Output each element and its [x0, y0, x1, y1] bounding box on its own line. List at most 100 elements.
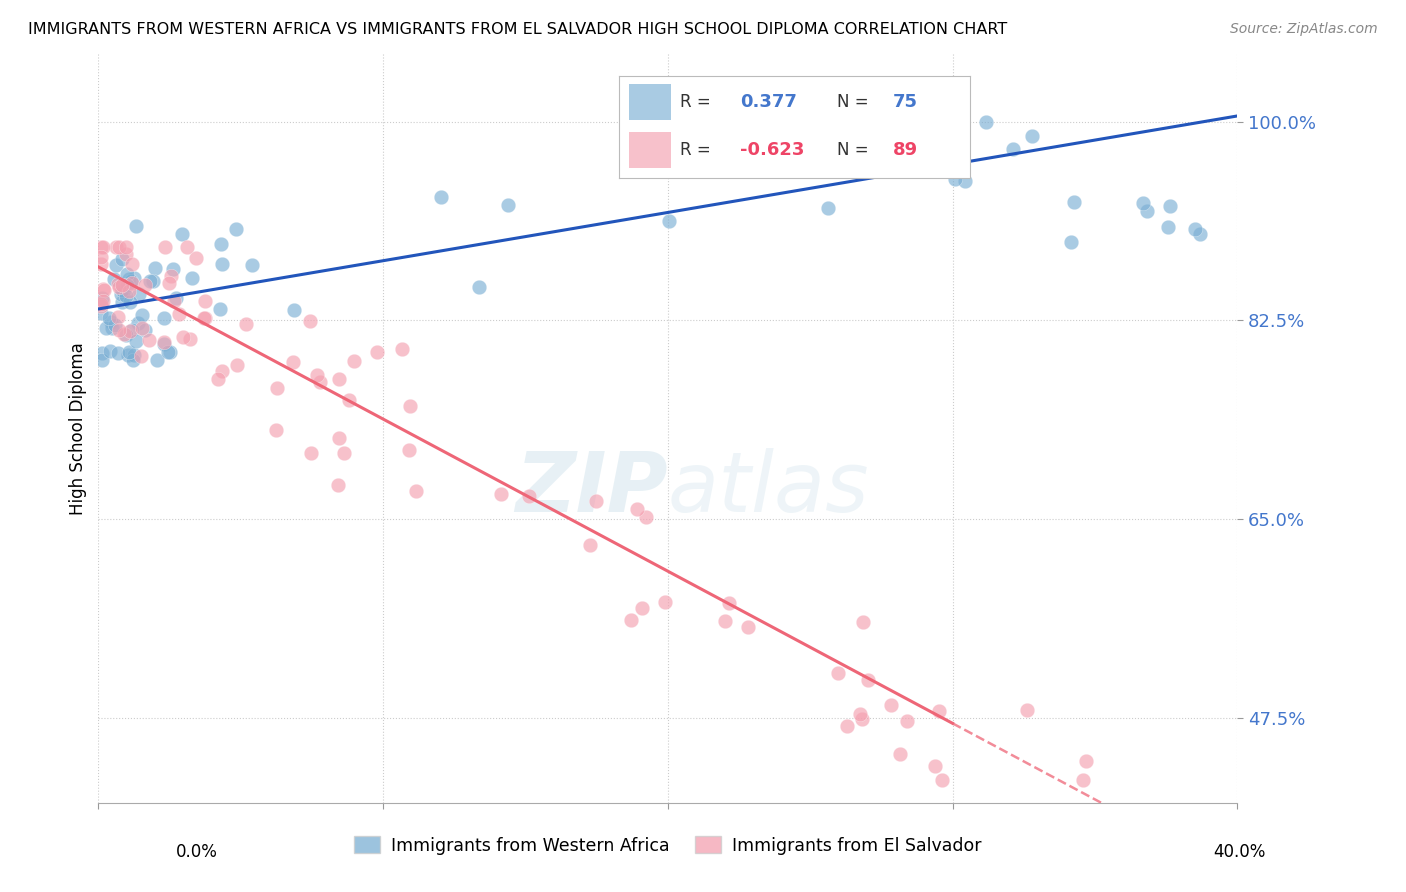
Point [152, 311, 174, 326]
Point [211, 364, 233, 378]
Point [145, 353, 167, 368]
Point [1001, 142, 1024, 156]
Point [104, 258, 127, 272]
Bar [630, 84, 671, 120]
Point [193, 310, 215, 325]
Point [139, 274, 162, 288]
Point [207, 372, 229, 386]
Point [107, 310, 129, 324]
Point [103, 272, 125, 286]
Point [118, 271, 141, 285]
Text: N =: N = [837, 93, 873, 111]
Point [122, 353, 145, 368]
Point [654, 595, 676, 609]
Point [935, 149, 957, 163]
Point [107, 277, 129, 291]
Text: 0.0%: 0.0% [176, 843, 218, 861]
Point [264, 424, 287, 438]
Point [134, 323, 156, 337]
Point [104, 239, 127, 253]
Point [100, 315, 122, 329]
Point [97, 310, 120, 325]
Point [91, 353, 114, 368]
Point [328, 372, 350, 386]
Point [118, 345, 141, 359]
Point [127, 316, 149, 330]
Point [194, 310, 217, 325]
Point [737, 620, 759, 634]
Point [283, 302, 305, 317]
Point [90, 257, 112, 271]
Point [120, 274, 142, 288]
Point [328, 432, 350, 446]
Point [953, 174, 976, 188]
Y-axis label: High School Diploma: High School Diploma [69, 342, 87, 515]
Text: N =: N = [837, 141, 873, 159]
Point [110, 277, 132, 292]
Point [153, 334, 176, 349]
Point [225, 358, 247, 372]
Point [266, 381, 288, 395]
Point [896, 714, 918, 728]
Point [91, 282, 114, 296]
Point [399, 399, 422, 413]
Point [157, 277, 180, 291]
Point [817, 201, 839, 215]
Point [121, 276, 143, 290]
Point [90, 297, 112, 311]
Point [631, 601, 654, 615]
Point [131, 309, 153, 323]
Point [1132, 196, 1154, 211]
Text: R =: R = [681, 141, 716, 159]
Point [299, 446, 322, 460]
Point [125, 219, 148, 234]
Point [93, 283, 115, 297]
Point [128, 287, 150, 301]
Point [974, 115, 997, 129]
Point [281, 355, 304, 369]
Point [880, 698, 903, 713]
Point [111, 295, 134, 310]
Point [517, 489, 540, 503]
Point [143, 260, 166, 275]
Point [110, 287, 132, 301]
Point [225, 221, 247, 235]
Point [134, 278, 156, 293]
Point [159, 345, 181, 359]
Point [118, 284, 141, 298]
Point [131, 320, 153, 334]
Point [851, 712, 873, 726]
Point [111, 284, 134, 298]
Point [498, 198, 520, 212]
Point [827, 666, 849, 681]
Point [235, 317, 257, 331]
Point [98, 343, 121, 358]
Point [852, 615, 875, 629]
Point [333, 446, 356, 460]
Point [856, 673, 879, 688]
Point [176, 239, 198, 253]
Point [1184, 222, 1206, 236]
Point [211, 257, 233, 271]
Point [111, 252, 134, 267]
Point [299, 314, 322, 328]
Point [309, 376, 332, 390]
Point [169, 307, 191, 321]
Point [928, 704, 950, 718]
Point [101, 321, 124, 335]
Point [208, 302, 231, 317]
Point [108, 323, 131, 337]
Point [1159, 198, 1181, 212]
Point [1157, 220, 1180, 235]
Point [620, 613, 643, 627]
Point [489, 486, 512, 500]
Point [93, 293, 115, 308]
Point [172, 330, 194, 344]
Point [1188, 227, 1211, 242]
Point [945, 172, 967, 186]
Point [117, 349, 139, 363]
Point [90, 299, 112, 313]
Point [90, 250, 112, 264]
Point [868, 133, 890, 147]
Text: 0.377: 0.377 [740, 93, 797, 111]
